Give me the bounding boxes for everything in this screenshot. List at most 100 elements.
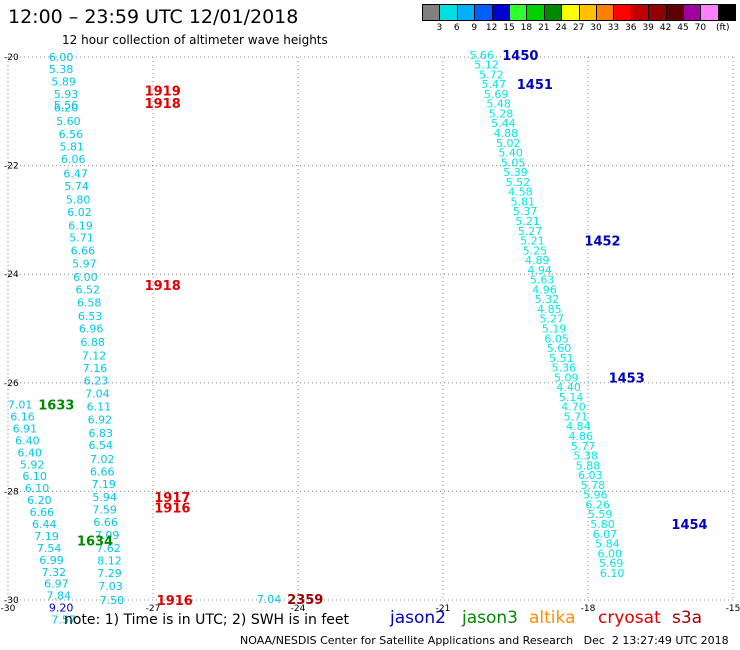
swh-value-label: 5.74 bbox=[64, 180, 89, 193]
x-tick-label: -21 bbox=[436, 604, 451, 614]
swh-value-label: 5.28 bbox=[489, 107, 514, 120]
pass-time-label: 1450 bbox=[502, 49, 538, 64]
swh-value-label: 6.88 bbox=[80, 336, 105, 349]
footer-agency: NOAA/NESDIS Center for Satellite Applica… bbox=[240, 634, 574, 647]
swh-value-label: 7.03 bbox=[98, 580, 123, 593]
swh-value-label: 6.66 bbox=[90, 465, 115, 478]
swh-value-label: 6.40 bbox=[18, 446, 43, 459]
swh-value-label: 6.11 bbox=[87, 401, 112, 414]
swh-value-label: 6.40 bbox=[15, 434, 40, 447]
swh-value-label: 5.25 bbox=[523, 244, 548, 257]
swh-value-label: 5.32 bbox=[535, 293, 560, 306]
swh-value-label: 5.81 bbox=[511, 195, 536, 208]
footer-credit: NOAA/NESDIS Center for Satellite Applica… bbox=[240, 634, 729, 647]
pass-time-label: 1454 bbox=[671, 518, 707, 533]
x-tick-label: -18 bbox=[581, 604, 596, 614]
scale-tick-label: 3 bbox=[436, 23, 443, 33]
swh-value-label: 5.09 bbox=[554, 371, 579, 384]
swh-value-label: 4.85 bbox=[537, 303, 562, 316]
scale-tick-label: 6 bbox=[453, 23, 460, 33]
swh-value-label: 5.47 bbox=[482, 78, 507, 91]
swh-value-label: 5.56 bbox=[54, 99, 79, 112]
swh-value-label: 8.12 bbox=[97, 554, 122, 567]
swh-value-label: 5.92 bbox=[20, 458, 45, 471]
swh-value-label: 6.00 bbox=[49, 51, 74, 64]
swh-value-label: 5.14 bbox=[559, 391, 584, 404]
swh-value-label: 7.16 bbox=[83, 362, 108, 375]
swh-value-label: 5.97 bbox=[72, 257, 97, 270]
swh-value-label: 6.20 bbox=[27, 494, 52, 507]
legend-jason3-label: jason3 bbox=[462, 608, 518, 628]
scale-tick-label: 45 bbox=[677, 23, 689, 33]
scale-swatch bbox=[717, 4, 737, 21]
swh-value-label: 5.02 bbox=[496, 137, 521, 150]
x-tick-label: -30 bbox=[1, 604, 16, 614]
swh-value-label: 7.09 bbox=[95, 529, 120, 542]
swh-value-label: 4.86 bbox=[569, 430, 594, 443]
swh-value-label: 4.94 bbox=[527, 264, 552, 277]
swh-value-label: 6.02 bbox=[67, 206, 92, 219]
swh-value-label: 5.21 bbox=[520, 235, 545, 248]
swh-value-label: 6.66 bbox=[71, 244, 96, 257]
legend-cryosat-label: cryosat bbox=[598, 608, 661, 628]
swh-value-label: 4.88 bbox=[494, 127, 519, 140]
swh-value-label: 5.36 bbox=[552, 362, 577, 375]
scale-tick-label: 18 bbox=[520, 23, 533, 33]
pass-time-label: 1918 bbox=[145, 97, 181, 112]
pass-time-label: 2359 bbox=[287, 593, 323, 608]
pass-time-label: 1917 bbox=[154, 491, 190, 506]
swh-value-label: 7.02 bbox=[90, 453, 115, 466]
scale-tick-label: 21 bbox=[538, 23, 550, 33]
swh-value-label: 5.27 bbox=[540, 313, 565, 326]
swh-value-label: 5.63 bbox=[530, 274, 555, 287]
y-tick-label: -26 bbox=[4, 379, 19, 389]
scale-tick-label: 36 bbox=[625, 23, 637, 33]
scale-tick-label: 24 bbox=[555, 23, 567, 33]
swh-value-label: 4.58 bbox=[508, 186, 533, 199]
x-tick-label: -15 bbox=[726, 604, 740, 614]
swh-value-label: 6.10 bbox=[25, 482, 50, 495]
pass-time-label: 1633 bbox=[38, 399, 74, 414]
swh-value-label: 7.19 bbox=[91, 478, 116, 491]
swh-value-label: 6.00 bbox=[598, 547, 623, 560]
scale-tick-label: 70 bbox=[694, 23, 707, 33]
swh-value-label: 5.96 bbox=[583, 489, 608, 502]
swh-value-label: 6.53 bbox=[78, 310, 103, 323]
swh-value-label: 6.83 bbox=[89, 427, 114, 440]
legend-altika-label: altika bbox=[529, 608, 576, 628]
swh-value-label: 7.12 bbox=[82, 350, 107, 363]
map-subtitle: 12 hour collection of altimeter wave hei… bbox=[62, 33, 328, 47]
scale-tick-label: 30 bbox=[590, 23, 602, 33]
swh-value-label: 6.20 bbox=[54, 101, 79, 114]
pass-time-label: 1452 bbox=[584, 235, 620, 250]
swh-value-label: 6.66 bbox=[30, 506, 55, 519]
swh-value-label: 5.27 bbox=[518, 225, 543, 238]
swh-value-label: 5.12 bbox=[474, 59, 499, 72]
swh-value-label: 6.16 bbox=[10, 410, 35, 423]
swh-value-label: 7.54 bbox=[37, 542, 62, 555]
swh-value-label: 6.10 bbox=[600, 567, 625, 580]
swh-value-label: 6.91 bbox=[13, 422, 38, 435]
swh-value-label: 6.00 bbox=[73, 271, 98, 284]
scale-tick-label: 27 bbox=[572, 23, 585, 33]
swh-value-label: 5.19 bbox=[542, 323, 567, 336]
scale-tick-label: 9 bbox=[471, 23, 478, 33]
swh-value-label: 5.44 bbox=[491, 117, 516, 130]
map-title: 12:00 – 23:59 UTC 12/01/2018 bbox=[8, 6, 299, 28]
units-note: note: 1) Time is in UTC; 2) SWH is in fe… bbox=[64, 612, 350, 628]
swh-value-label: 5.39 bbox=[503, 166, 528, 179]
swh-value-label: 7.32 bbox=[42, 566, 67, 579]
pass-time-label: 1919 bbox=[145, 85, 181, 100]
pass-time-label: 1916 bbox=[157, 594, 193, 609]
swh-value-label: 6.97 bbox=[44, 578, 69, 591]
y-tick-label: -20 bbox=[4, 53, 19, 63]
pass-time-label: 1453 bbox=[609, 371, 645, 386]
pass-time-label: 1918 bbox=[145, 279, 181, 294]
scale-tick-label: 39 bbox=[642, 23, 654, 33]
swh-value-label: 6.66 bbox=[93, 516, 118, 529]
swh-value-label: 7.57 bbox=[51, 614, 76, 627]
swh-value-label: 6.26 bbox=[585, 498, 610, 511]
y-tick-label: -22 bbox=[4, 162, 19, 172]
